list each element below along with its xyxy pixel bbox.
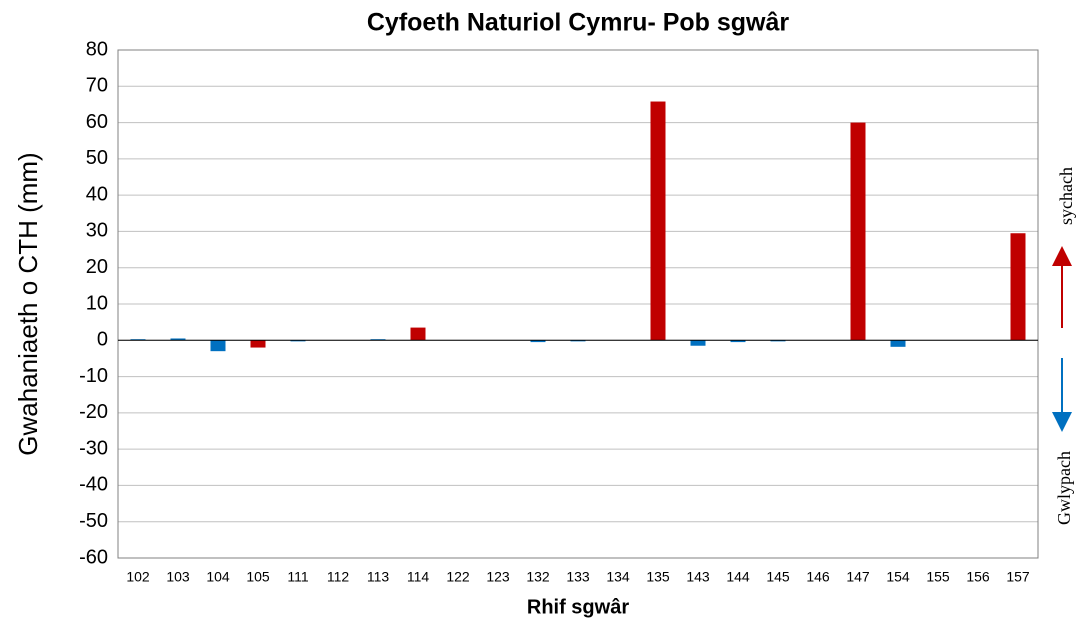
y-tick-label: 30 (86, 220, 108, 242)
x-tick-label: 111 (287, 569, 308, 585)
x-tick-label: 102 (126, 569, 150, 585)
x-tick-label: 147 (846, 569, 870, 585)
y-tick-label: -20 (79, 401, 108, 423)
x-tick-label: 112 (327, 569, 350, 585)
annotation: sychach (1056, 167, 1076, 225)
bar (850, 122, 866, 341)
y-tick-label: -40 (79, 474, 108, 496)
x-tick-label: 103 (166, 569, 190, 585)
y-tick-label: -60 (79, 546, 108, 568)
x-tick-label: 145 (766, 569, 790, 585)
x-tick-label: 114 (407, 569, 430, 585)
plot-frame (117, 49, 1039, 559)
bar (130, 339, 146, 341)
x-tick-label: 146 (806, 569, 830, 585)
x-tick-label: 157 (1006, 569, 1030, 585)
y-tick-label: 10 (86, 292, 108, 314)
x-tick-label: 122 (446, 569, 470, 585)
x-tick-label: 143 (686, 569, 710, 585)
y-tick-label: 80 (86, 38, 108, 60)
x-tick-label: 144 (726, 569, 750, 585)
bar (1010, 233, 1026, 341)
x-tick-label: 134 (606, 569, 630, 585)
x-tick-label: 135 (646, 569, 670, 585)
x-tick-label: 154 (886, 569, 910, 585)
y-tick-label: -10 (79, 365, 108, 387)
y-tick-label: 60 (86, 111, 108, 133)
x-tick-label: 104 (206, 569, 230, 585)
bar (570, 340, 586, 342)
x-tick-label: 156 (966, 569, 990, 585)
chart-title: Cyfoeth Naturiol Cymru- Pob sgwâr (367, 9, 790, 37)
bar (530, 340, 546, 343)
y-tick-label: -30 (79, 437, 108, 459)
bar (890, 340, 906, 347)
bar (690, 340, 706, 346)
bar (410, 327, 426, 341)
y-tick-label: -50 (79, 510, 108, 532)
y-tick-label: 0 (97, 329, 108, 351)
y-tick-label: 70 (86, 75, 108, 97)
bar (210, 340, 226, 352)
bar (290, 340, 306, 342)
bar (650, 101, 666, 341)
annotation: Gwlypach (1054, 451, 1074, 525)
x-tick-label: 133 (566, 569, 590, 585)
x-axis-label: Rhif sgwâr (527, 596, 629, 618)
bar (370, 339, 386, 341)
x-tick-label: 123 (486, 569, 510, 585)
x-tick-label: 132 (526, 569, 550, 585)
bar (730, 340, 746, 343)
x-tick-label: 155 (926, 569, 950, 585)
x-tick-label: 105 (246, 569, 270, 585)
bar (170, 338, 186, 341)
y-tick-label: 40 (86, 183, 108, 205)
bar (770, 340, 786, 342)
bar (250, 340, 266, 348)
y-axis-label: Gwahaniaeth o CTH (mm) (13, 152, 43, 455)
y-tick-label: 50 (86, 147, 108, 169)
x-tick-label: 113 (367, 569, 390, 585)
y-tick-label: 20 (86, 256, 108, 278)
